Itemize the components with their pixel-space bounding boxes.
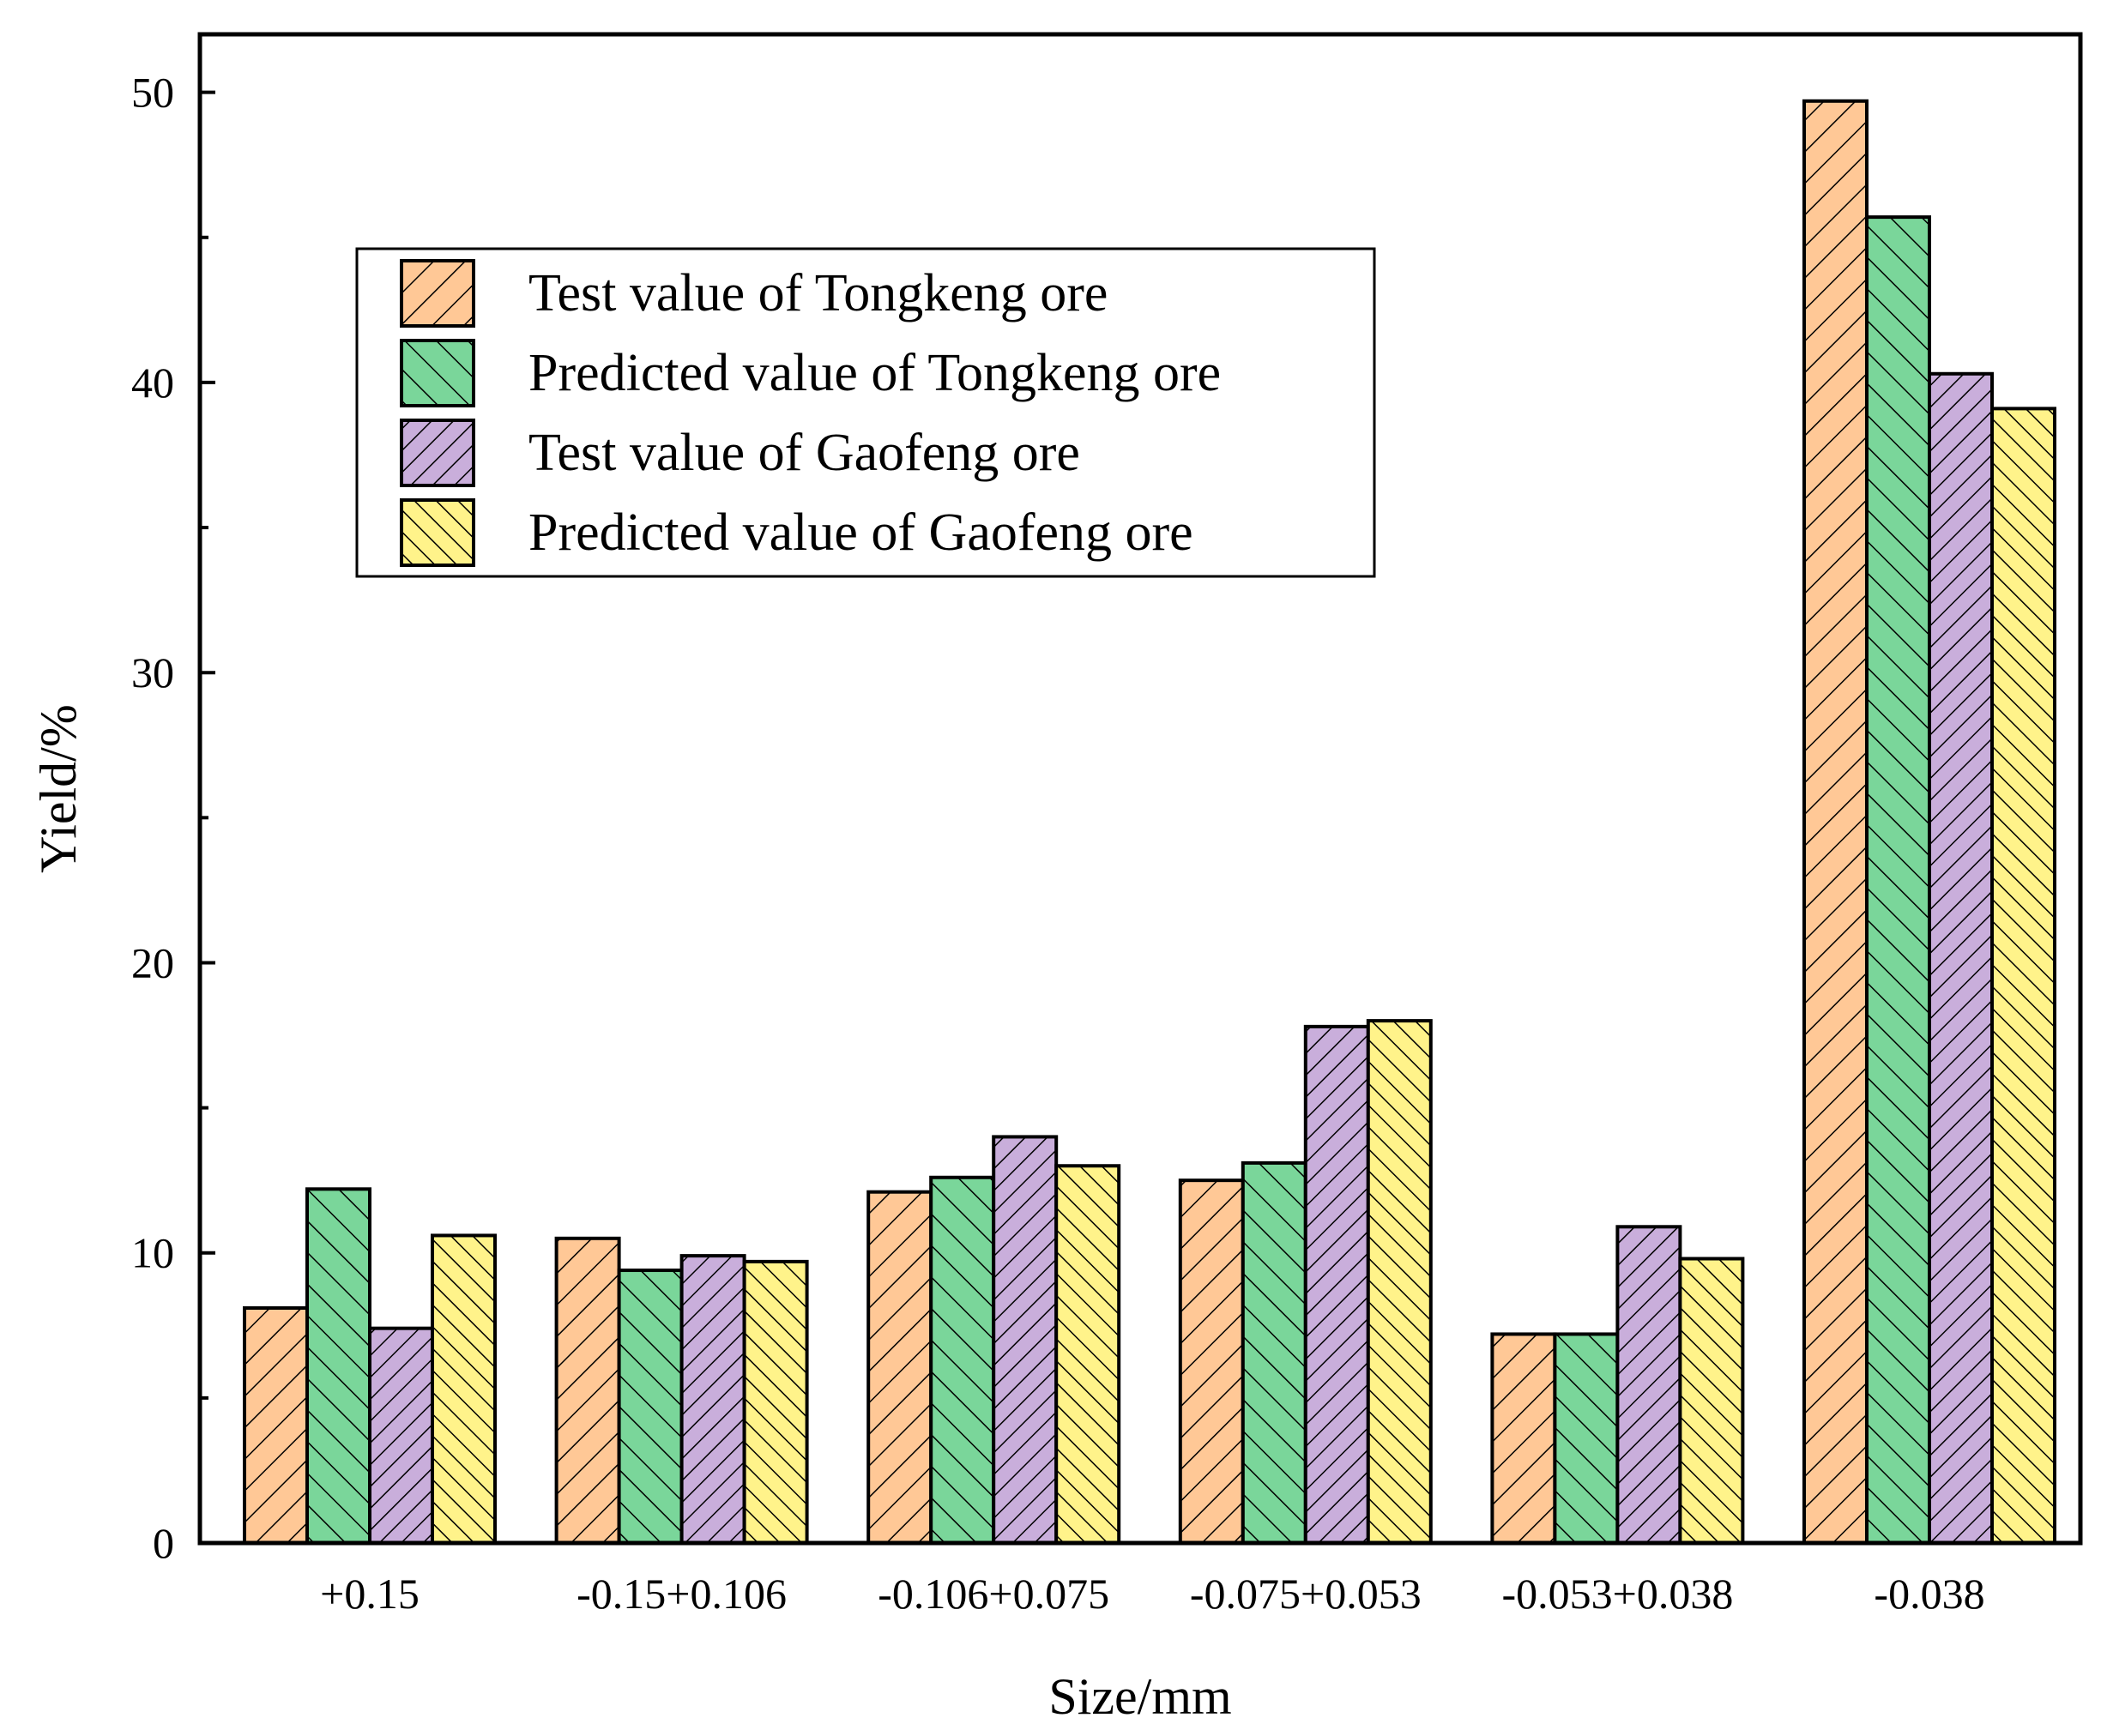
bar bbox=[1678, 1257, 1745, 1545]
bar-hatch bbox=[992, 1135, 1059, 1546]
bar-hatch bbox=[1553, 1332, 1620, 1546]
bar-hatch bbox=[1366, 1019, 1433, 1545]
bar bbox=[617, 1269, 684, 1546]
x-axis-ticks: +0.15 -0.15+0.106 -0.106+0.075 -0.075+0.053… bbox=[320, 1570, 1984, 1618]
bar-hatch bbox=[368, 1326, 434, 1546]
y-tick-label: 50 bbox=[131, 69, 174, 117]
bar bbox=[1615, 1225, 1682, 1545]
bar bbox=[679, 1254, 746, 1545]
bar-hatch bbox=[1865, 215, 1931, 1545]
bar bbox=[243, 1306, 309, 1546]
bar-hatch bbox=[866, 1190, 933, 1545]
bar-hatch bbox=[742, 1259, 809, 1546]
y-axis-title: Yield/% bbox=[30, 704, 87, 873]
bar bbox=[1241, 1160, 1307, 1545]
bar-hatch bbox=[1241, 1160, 1307, 1545]
bar-hatch bbox=[1054, 1164, 1121, 1545]
bar-hatch bbox=[929, 1175, 996, 1545]
y-tick-label: 40 bbox=[131, 359, 174, 407]
bar bbox=[866, 1190, 933, 1545]
bar bbox=[368, 1326, 434, 1546]
legend-label: Test value of Tongkeng ore bbox=[528, 264, 1108, 322]
bar bbox=[1990, 407, 2056, 1545]
bar-hatch bbox=[1178, 1178, 1245, 1545]
bar-hatch bbox=[1303, 1024, 1370, 1545]
bar bbox=[1865, 215, 1931, 1545]
y-tick-label: 10 bbox=[131, 1229, 174, 1277]
legend-swatch bbox=[400, 259, 475, 328]
x-tick-label: -0.053+0.038 bbox=[1501, 1570, 1733, 1618]
bar-hatch bbox=[679, 1254, 746, 1545]
y-axis-ticks: 0 10 20 30 40 50 bbox=[131, 69, 215, 1567]
bar-hatch bbox=[1990, 407, 2056, 1545]
bar-hatch bbox=[1802, 99, 1869, 1546]
x-tick-label: -0.15+0.106 bbox=[577, 1570, 787, 1618]
legend-label: Test value of Gaofeng ore bbox=[528, 424, 1080, 482]
bar-hatch bbox=[243, 1306, 309, 1546]
bar bbox=[742, 1259, 809, 1546]
bar bbox=[1802, 99, 1869, 1546]
legend-label: Predicted value of Gaofeng ore bbox=[528, 503, 1193, 562]
x-tick-label: -0.075+0.053 bbox=[1190, 1570, 1422, 1618]
bar bbox=[1303, 1024, 1370, 1545]
x-tick-label: +0.15 bbox=[320, 1570, 420, 1618]
bar-hatch bbox=[1615, 1225, 1682, 1545]
bar-hatch bbox=[431, 1233, 497, 1545]
bars-group bbox=[243, 99, 2056, 1546]
legend: Test value of Tongkeng ore Predicted valu… bbox=[355, 247, 1376, 578]
y-tick-label: 0 bbox=[153, 1519, 174, 1567]
legend-swatch bbox=[400, 339, 475, 407]
bar-hatch bbox=[1678, 1257, 1745, 1545]
bar bbox=[929, 1175, 996, 1545]
legend-swatch bbox=[400, 498, 475, 567]
bar-hatch bbox=[1490, 1332, 1557, 1546]
bar bbox=[305, 1187, 371, 1545]
bar-hatch bbox=[1928, 371, 1994, 1545]
legend-label: Predicted value of Tongkeng ore bbox=[528, 344, 1221, 402]
y-tick-label: 30 bbox=[131, 648, 174, 696]
bar bbox=[431, 1233, 497, 1545]
plot-frame bbox=[197, 32, 2083, 1546]
bar bbox=[1928, 371, 1994, 1545]
bar bbox=[1366, 1019, 1433, 1545]
bar-hatch bbox=[554, 1236, 621, 1545]
bar bbox=[1054, 1164, 1121, 1545]
bar bbox=[1553, 1332, 1620, 1546]
bar bbox=[1490, 1332, 1557, 1546]
legend-box bbox=[355, 247, 1376, 578]
bar-hatch bbox=[617, 1269, 684, 1546]
y-tick-label: 20 bbox=[131, 938, 174, 986]
x-axis-title: Size/mm bbox=[1048, 1668, 1231, 1725]
bar-hatch bbox=[305, 1187, 371, 1545]
bar bbox=[1178, 1178, 1245, 1545]
bar bbox=[554, 1236, 621, 1545]
x-tick-label: -0.038 bbox=[1874, 1570, 1984, 1618]
legend-swatch bbox=[400, 419, 475, 487]
bar bbox=[992, 1135, 1059, 1546]
x-tick-label: -0.106+0.075 bbox=[878, 1570, 1109, 1618]
